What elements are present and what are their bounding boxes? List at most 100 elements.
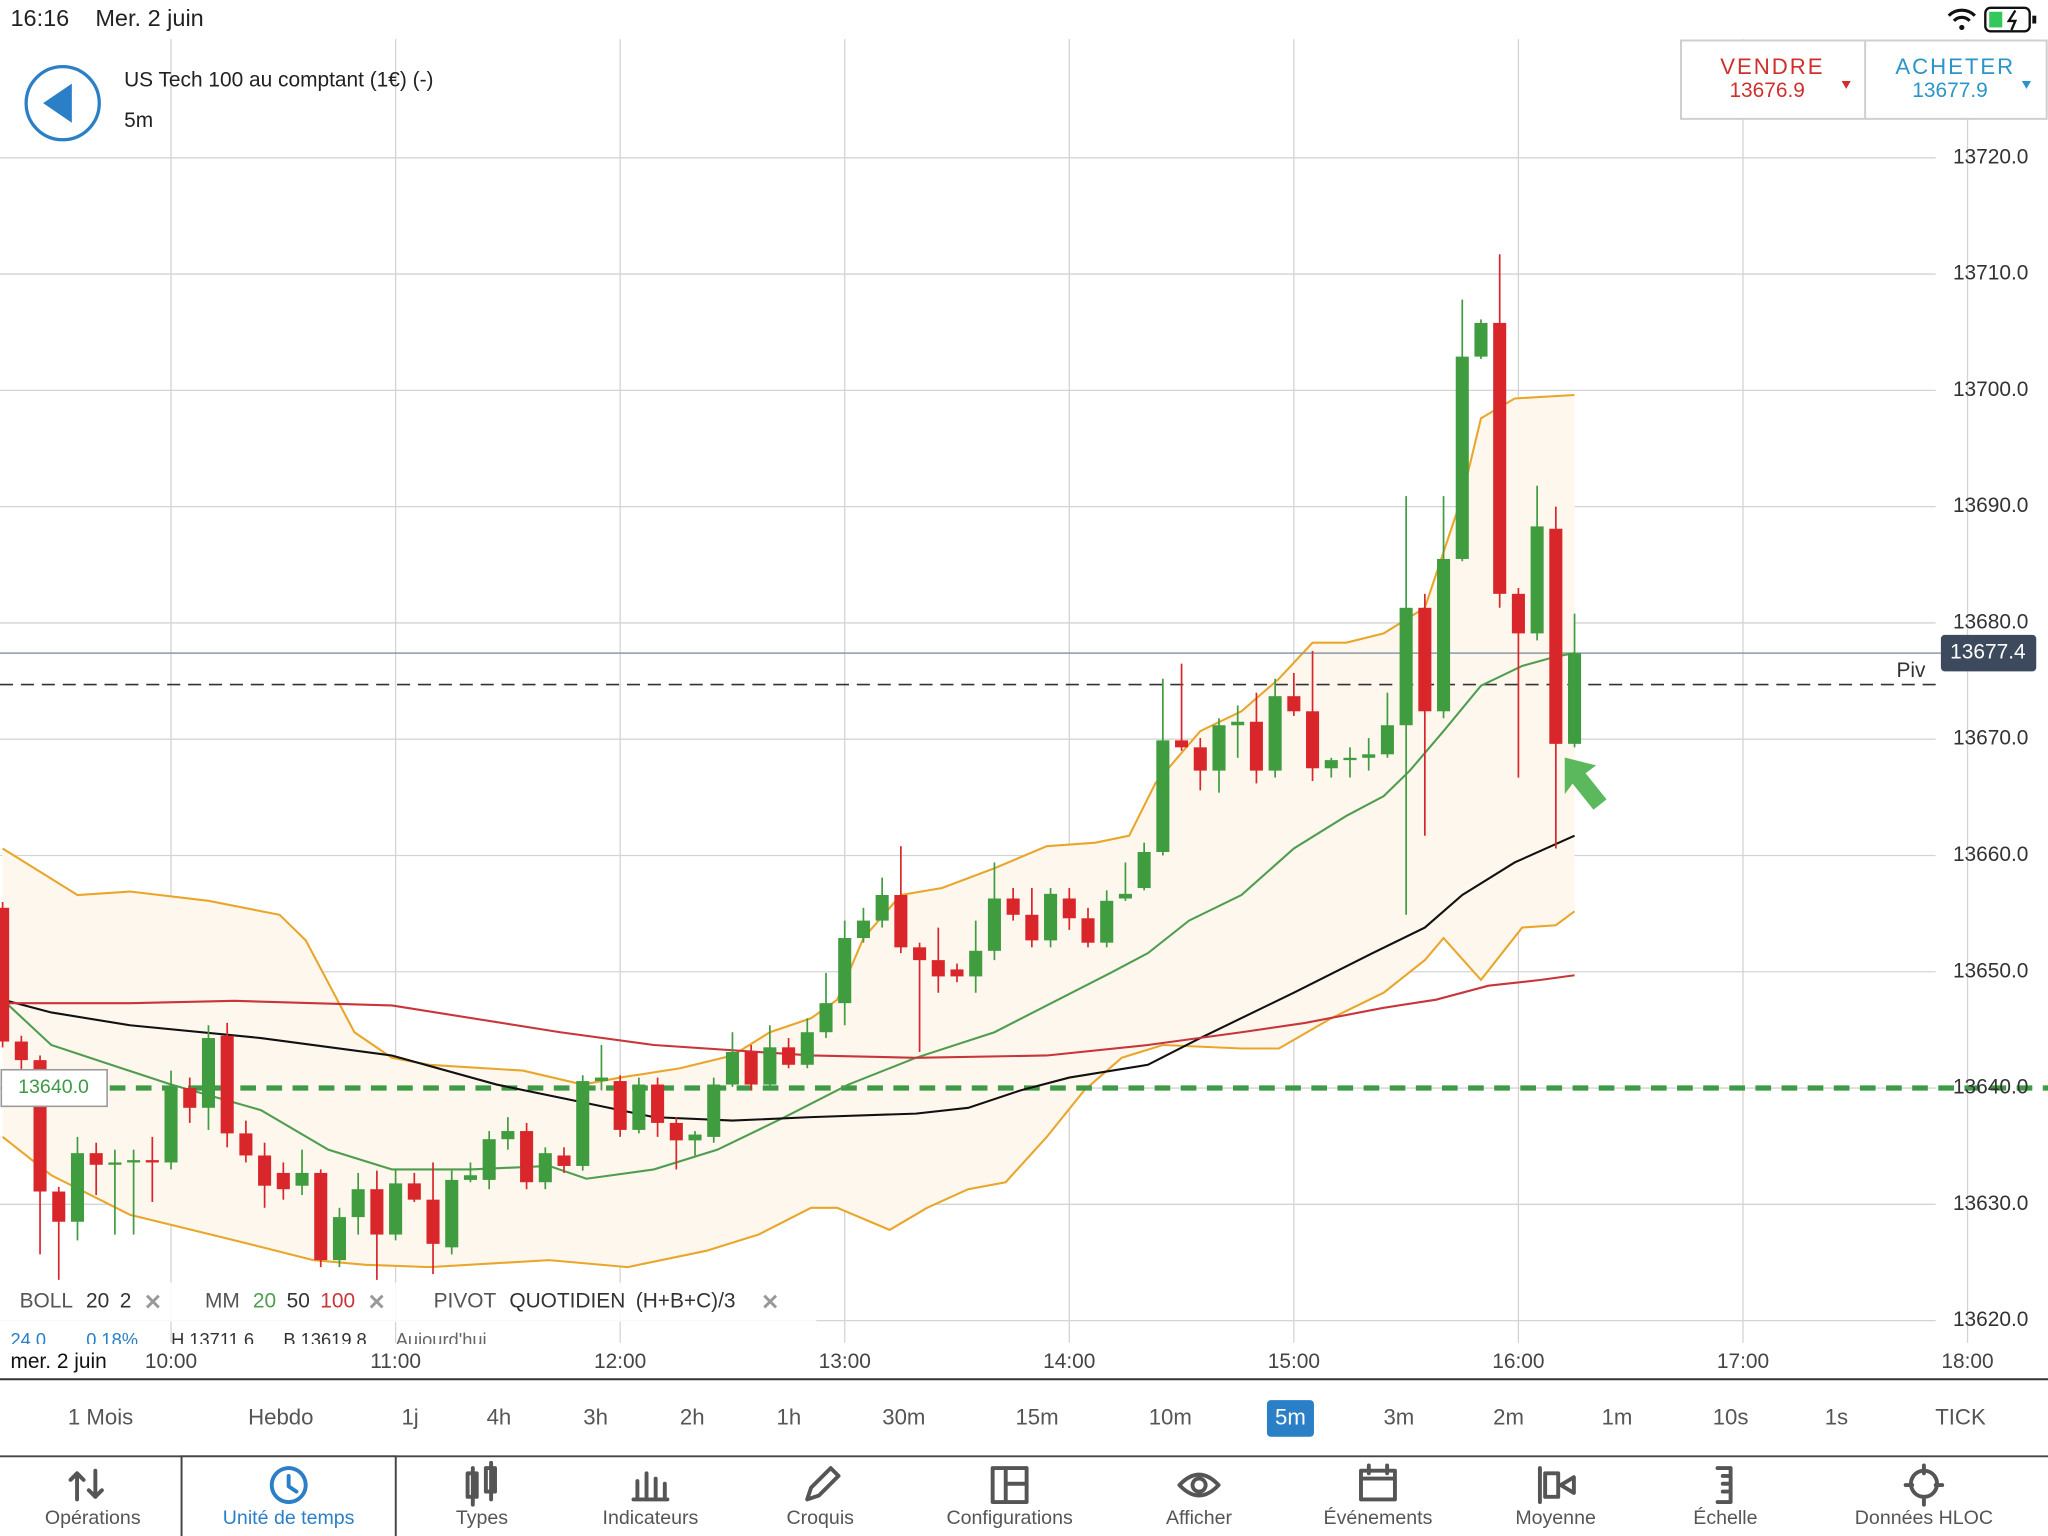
level-label-box xyxy=(0,1068,108,1108)
timeframe-option[interactable]: 10m xyxy=(1149,1404,1192,1429)
candle-body xyxy=(220,1035,234,1134)
timeframe-label[interactable]: 2h xyxy=(680,1404,705,1429)
toolbar-icon[interactable] xyxy=(269,1466,308,1504)
toolbar-icon[interactable] xyxy=(1359,1463,1397,1502)
toolbar-icon[interactable] xyxy=(68,1468,104,1502)
back-button[interactable] xyxy=(24,64,101,142)
toolbar-icon[interactable] xyxy=(1903,1463,1945,1507)
timeframe-label[interactable]: 5m xyxy=(1275,1404,1306,1429)
candle-body xyxy=(183,1088,197,1108)
toolbar-icon[interactable] xyxy=(465,1460,497,1507)
toolbar-label[interactable]: Unité de temps xyxy=(223,1507,355,1529)
timeframe-option[interactable]: 15m xyxy=(1015,1404,1058,1429)
toolbar-button[interactable]: Échelle xyxy=(1693,1466,1758,1529)
moving-average xyxy=(2,974,1575,1059)
toolbar-label[interactable]: Échelle xyxy=(1693,1506,1757,1529)
legend-close[interactable] xyxy=(146,1294,160,1309)
timeframe-option[interactable]: 1s xyxy=(1825,1404,1848,1429)
timeframe-label[interactable]: 3h xyxy=(583,1404,608,1429)
timeframe-selected[interactable] xyxy=(1266,1400,1314,1437)
toolbar-label[interactable]: Opérations xyxy=(45,1507,141,1529)
timeframe-option[interactable]: 1m xyxy=(1602,1404,1633,1429)
timeframe-label[interactable]: 1j xyxy=(401,1404,418,1429)
timeframe-label[interactable]: 4h xyxy=(487,1404,512,1429)
candle-body xyxy=(201,1038,215,1108)
toolbar-button[interactable]: Moyenne xyxy=(1515,1466,1596,1529)
buy-price[interactable]: 13677.9 xyxy=(1912,79,1987,102)
toolbar-button[interactable]: Unité de temps xyxy=(223,1466,355,1529)
toolbar-icon[interactable] xyxy=(1537,1466,1576,1504)
toolbar-label[interactable]: Événements xyxy=(1324,1506,1433,1529)
timeframe-option[interactable]: 1j xyxy=(401,1404,418,1429)
timeframe-option[interactable]: 3m xyxy=(1383,1404,1414,1429)
toolbar-button[interactable]: Opérations xyxy=(45,1468,141,1529)
timeframe-option[interactable]: Hebdo xyxy=(248,1404,313,1429)
toolbar-icon[interactable] xyxy=(1177,1472,1221,1498)
timeframe-label[interactable]: Hebdo xyxy=(248,1404,313,1429)
timeframe-option[interactable]: 2m xyxy=(1493,1404,1524,1429)
candle-body xyxy=(763,1047,777,1085)
toolbar-icon[interactable] xyxy=(990,1466,1029,1504)
legend-item: 50 xyxy=(287,1290,310,1313)
timeframe-option[interactable]: 3h xyxy=(583,1404,608,1429)
toolbar-label[interactable]: Données HLOC xyxy=(1855,1507,1993,1529)
sell-button[interactable]: VENDRE 13676.9 xyxy=(1720,54,1824,102)
candle-body xyxy=(1474,322,1488,357)
timeframe-option[interactable]: TICK xyxy=(1935,1404,1986,1429)
timeframe-label[interactable]: 1 Mois xyxy=(68,1404,133,1429)
candle-body xyxy=(1137,851,1151,889)
toolbar-label[interactable]: Moyenne xyxy=(1515,1507,1596,1529)
timeframe-label[interactable]: 15m xyxy=(1015,1404,1058,1429)
timeframe-label[interactable]: 1s xyxy=(1825,1404,1848,1429)
candle-body xyxy=(389,1183,403,1235)
timeframe-label[interactable]: 3m xyxy=(1383,1404,1414,1429)
candle-body xyxy=(407,1183,421,1200)
candle-body xyxy=(1081,918,1095,943)
timeframe-option[interactable]: 10s xyxy=(1713,1404,1749,1429)
toolbar-icon[interactable] xyxy=(805,1466,841,1502)
toolbar-button[interactable]: Événements xyxy=(1324,1463,1433,1529)
timeframe-label[interactable]: 1m xyxy=(1602,1404,1633,1429)
timeframe-label[interactable]: 1h xyxy=(777,1404,802,1429)
toolbar-label[interactable]: Types xyxy=(456,1507,508,1529)
timeframe-label[interactable]: 30m xyxy=(882,1404,925,1429)
timeframe-option[interactable]: 2h xyxy=(680,1404,705,1429)
toolbar-icon[interactable] xyxy=(1715,1466,1733,1504)
toolbar-button[interactable]: Configurations xyxy=(947,1466,1073,1529)
timeframe-label[interactable]: 2m xyxy=(1493,1404,1524,1429)
candle-body xyxy=(1268,696,1282,771)
timeframe-label[interactable]: TICK xyxy=(1935,1404,1986,1429)
toolbar-label[interactable]: Afficher xyxy=(1166,1507,1232,1529)
toolbar-button[interactable]: Indicateurs xyxy=(603,1471,699,1529)
toolbar-label[interactable]: Croquis xyxy=(787,1507,855,1529)
toolbar-button[interactable]: Croquis xyxy=(787,1466,855,1529)
legend-close[interactable] xyxy=(763,1294,778,1309)
toolbar-button[interactable]: Données HLOC xyxy=(1855,1463,1993,1529)
candle-body xyxy=(1193,747,1207,771)
toolbar-button[interactable]: Types xyxy=(456,1460,508,1529)
toolbar-label[interactable]: Configurations xyxy=(947,1507,1073,1529)
candle-body xyxy=(800,1032,814,1065)
candle-body xyxy=(894,895,908,948)
timeframe-option[interactable]: 30m xyxy=(882,1404,925,1429)
legend-close[interactable] xyxy=(369,1294,384,1309)
buy-label[interactable]: ACHETER xyxy=(1895,54,2015,79)
timeframe-label[interactable]: 10m xyxy=(1149,1404,1192,1429)
x-tick-label: 12:00 xyxy=(594,1350,646,1373)
timeframe-option[interactable]: 1h xyxy=(777,1404,802,1429)
timeframe-option[interactable]: 1 Mois xyxy=(68,1404,133,1429)
y-tick-label: 13720.0 xyxy=(1953,145,2028,168)
timeframe-option[interactable]: 5m xyxy=(1266,1400,1314,1437)
buy-button[interactable]: ACHETER 13677.9 xyxy=(1895,54,2015,102)
timeframe-label[interactable]: 10s xyxy=(1713,1404,1749,1429)
sell-label[interactable]: VENDRE xyxy=(1720,54,1824,79)
toolbar-icon[interactable] xyxy=(631,1471,670,1502)
y-tick-label: 13710.0 xyxy=(1953,262,2028,285)
x-tick-label: 17:00 xyxy=(1717,1350,1769,1373)
candle-body xyxy=(1175,740,1189,748)
sell-price[interactable]: 13676.9 xyxy=(1729,79,1804,102)
toolbar-button[interactable]: Afficher xyxy=(1166,1472,1233,1530)
timeframe-option[interactable]: 4h xyxy=(487,1404,512,1429)
toolbar-label[interactable]: Indicateurs xyxy=(603,1507,699,1529)
candle-body xyxy=(145,1160,159,1163)
